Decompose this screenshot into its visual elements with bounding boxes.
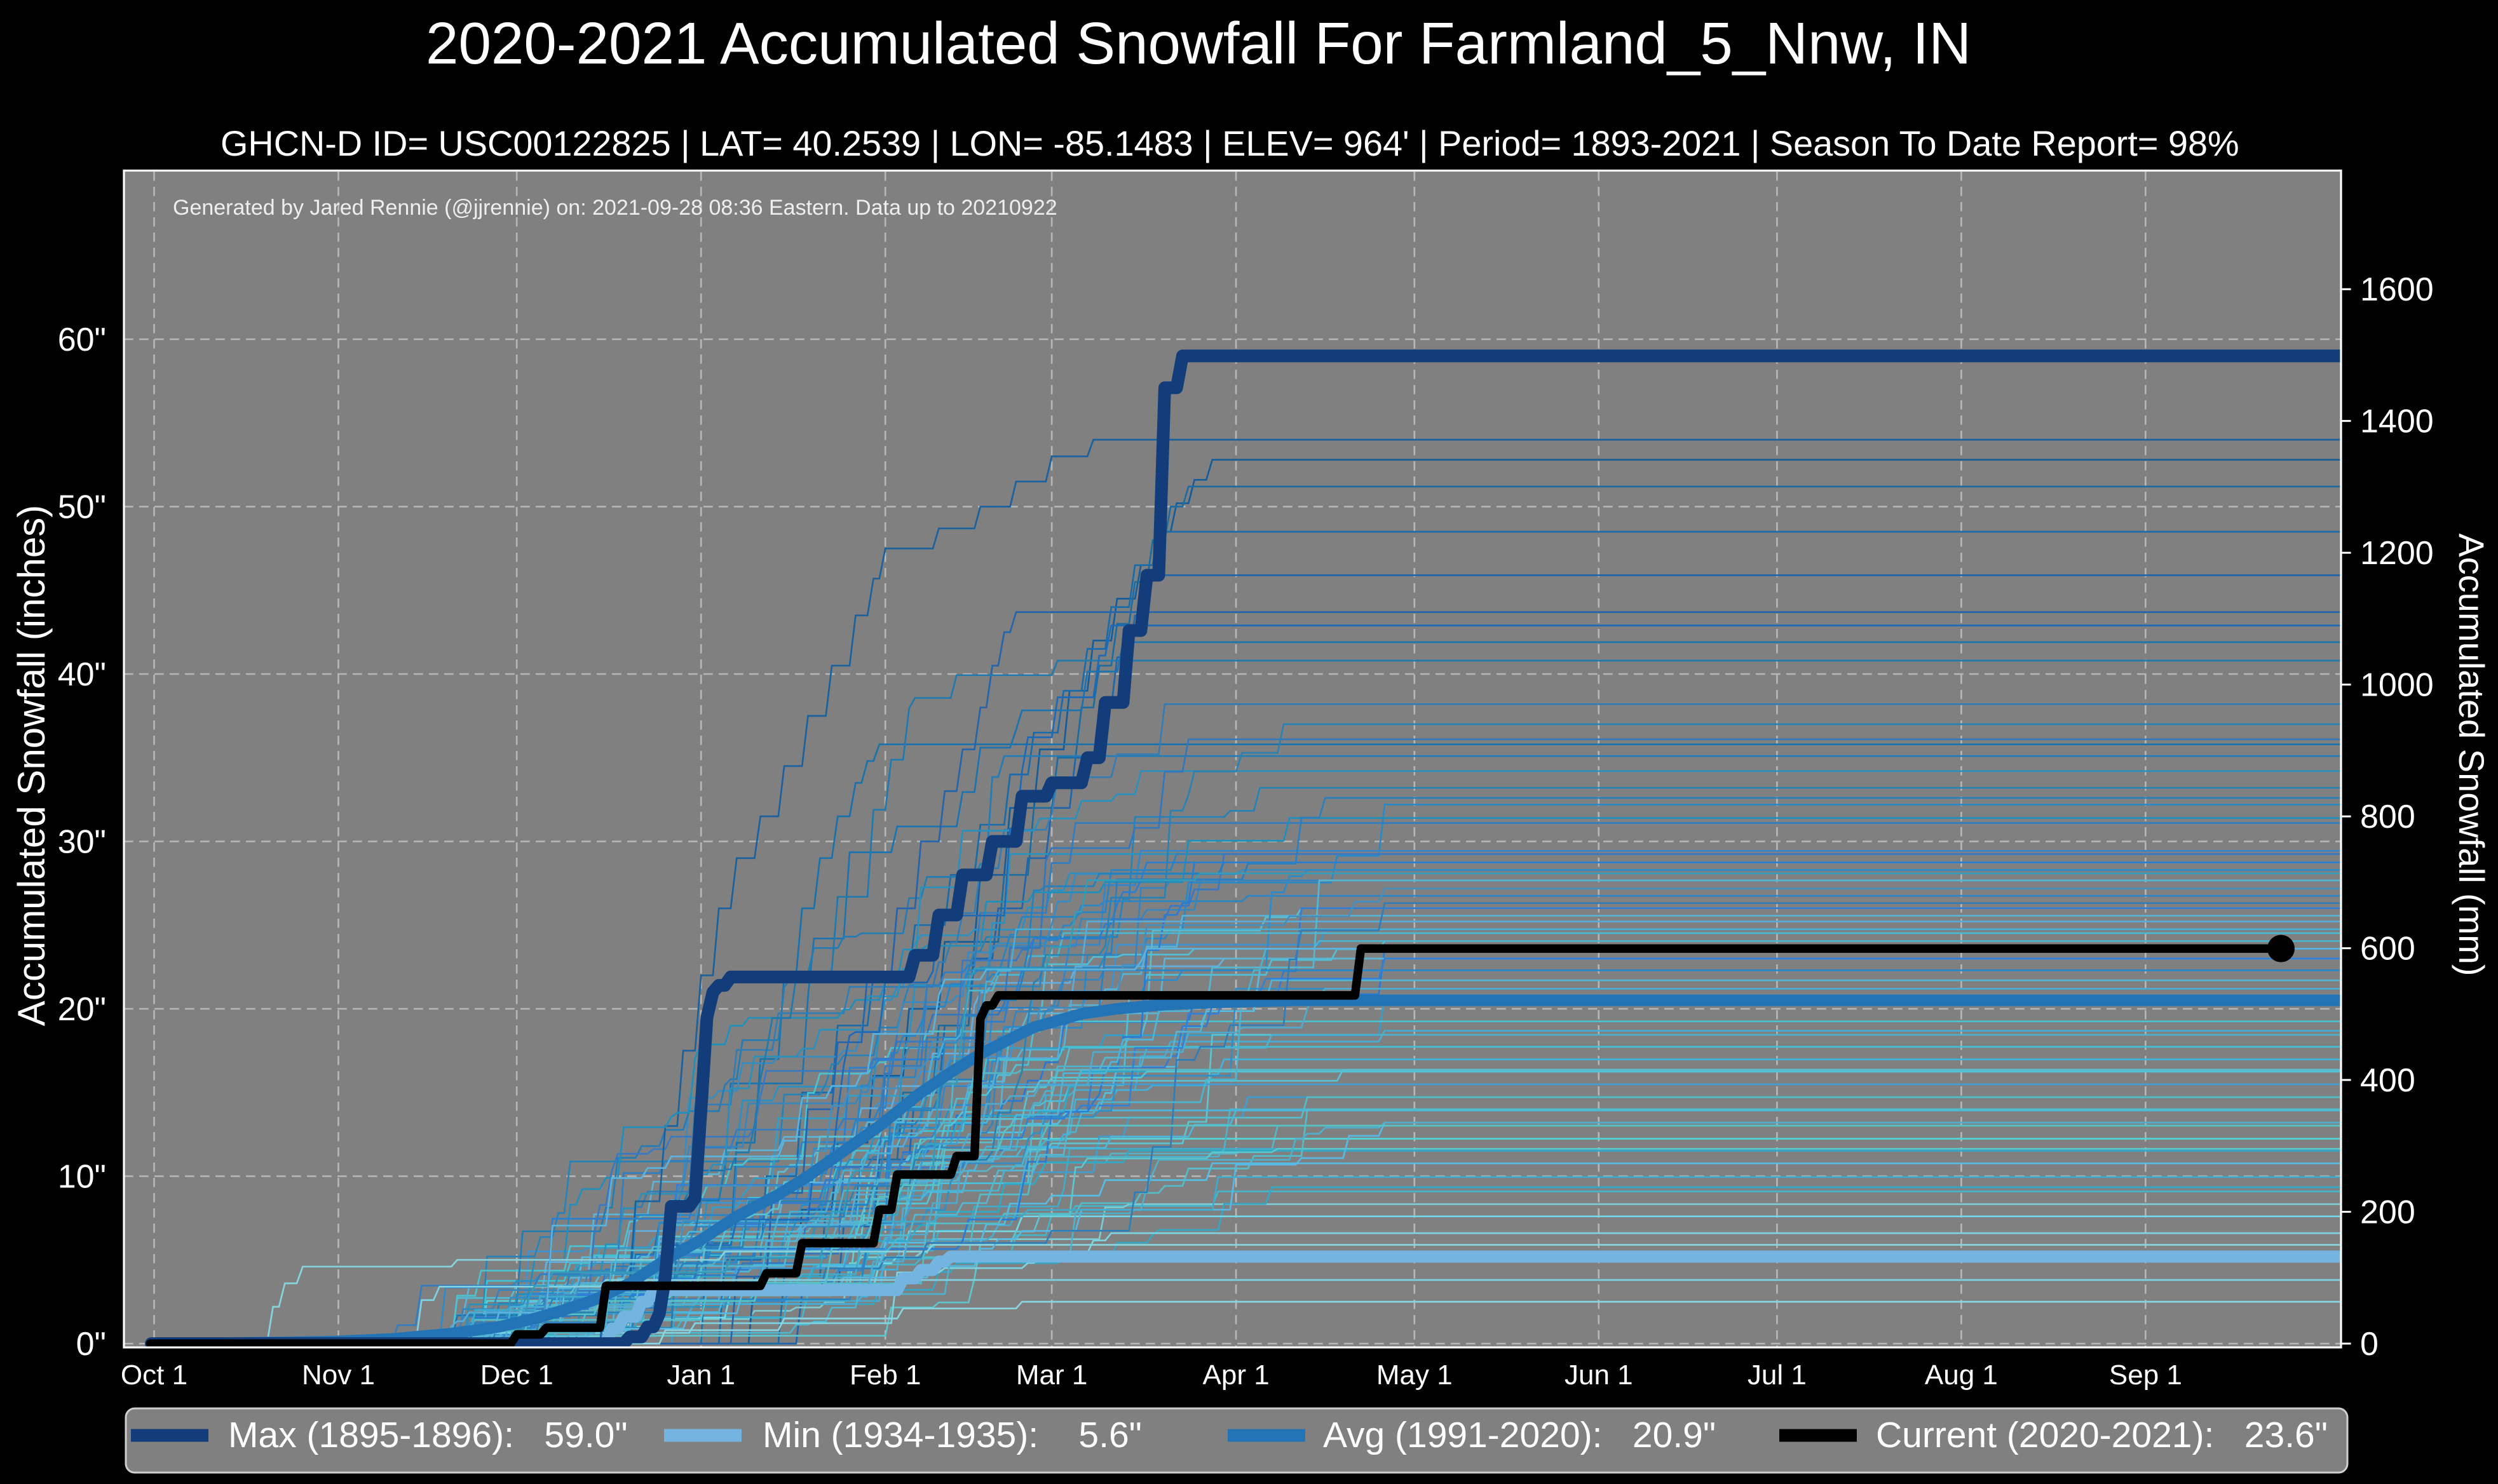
- svg-text:0": 0": [76, 1326, 106, 1363]
- svg-text:Dec 1: Dec 1: [480, 1359, 553, 1391]
- svg-text:600: 600: [2360, 931, 2415, 968]
- svg-text:20": 20": [58, 991, 106, 1028]
- svg-text:Max (1895-1896): 59.0": Max (1895-1896): 59.0": [228, 1415, 628, 1455]
- svg-text:10": 10": [58, 1159, 106, 1196]
- svg-text:Current (2020-2021): 23.6": Current (2020-2021): 23.6": [1876, 1415, 2328, 1455]
- svg-text:Min (1934-1935): 5.6": Min (1934-1935): 5.6": [763, 1415, 1142, 1455]
- svg-text:GHCN-D ID= USC00122825 | LAT=: GHCN-D ID= USC00122825 | LAT= 40.2539 | …: [221, 123, 2239, 163]
- svg-text:40": 40": [58, 656, 106, 693]
- svg-text:Accumulated Snowfall (inches): Accumulated Snowfall (inches): [10, 505, 53, 1026]
- svg-text:30": 30": [58, 824, 106, 861]
- svg-text:1600: 1600: [2360, 271, 2434, 308]
- svg-text:800: 800: [2360, 799, 2415, 835]
- svg-text:1400: 1400: [2360, 403, 2434, 440]
- svg-text:1000: 1000: [2360, 667, 2434, 704]
- svg-text:50": 50": [58, 489, 106, 526]
- svg-text:Aug 1: Aug 1: [1925, 1359, 1998, 1391]
- svg-text:60": 60": [58, 321, 106, 358]
- svg-text:2020-2021 Accumulated Snowfall: 2020-2021 Accumulated Snowfall For Farml…: [426, 10, 1971, 76]
- svg-text:Feb 1: Feb 1: [850, 1359, 921, 1391]
- svg-text:Oct 1: Oct 1: [121, 1359, 187, 1391]
- svg-text:May 1: May 1: [1376, 1359, 1453, 1391]
- svg-text:400: 400: [2360, 1062, 2415, 1099]
- svg-text:Jan 1: Jan 1: [667, 1359, 735, 1391]
- svg-text:0: 0: [2360, 1326, 2379, 1363]
- svg-text:Jun 1: Jun 1: [1565, 1359, 1633, 1391]
- svg-text:Apr 1: Apr 1: [1203, 1359, 1270, 1391]
- svg-text:1200: 1200: [2360, 535, 2434, 572]
- svg-text:200: 200: [2360, 1194, 2415, 1231]
- svg-text:Jul 1: Jul 1: [1748, 1359, 1807, 1391]
- svg-text:Mar 1: Mar 1: [1016, 1359, 1087, 1391]
- svg-text:Accumulated Snowfall (mm): Accumulated Snowfall (mm): [2452, 533, 2492, 976]
- svg-text:Avg (1991-2020): 20.9": Avg (1991-2020): 20.9": [1323, 1415, 1716, 1455]
- svg-text:Sep 1: Sep 1: [2109, 1359, 2182, 1391]
- svg-text:Nov 1: Nov 1: [302, 1359, 375, 1391]
- svg-text:Generated by Jared Rennie (@jj: Generated by Jared Rennie (@jjrennie) on…: [173, 196, 1057, 220]
